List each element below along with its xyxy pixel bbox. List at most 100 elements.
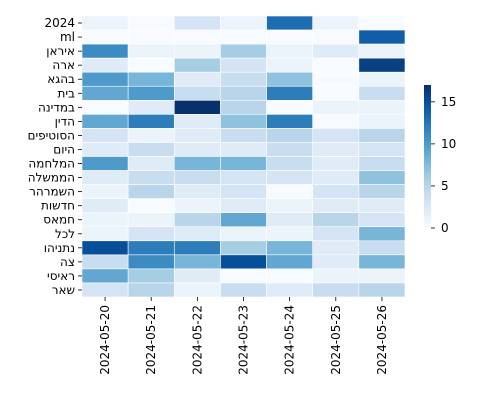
heatmap-cell [266, 57, 314, 73]
heatmap-cell [127, 43, 175, 59]
heatmap-cell [173, 15, 221, 31]
y-tick-label: לכל [55, 227, 75, 241]
heatmap-cell [358, 57, 406, 73]
heatmap-cell [312, 156, 360, 171]
heatmap-cell [266, 282, 314, 298]
heatmap-cell [127, 212, 175, 228]
heatmap-cell [312, 240, 360, 256]
heatmap-cell [358, 128, 406, 143]
heatmap-cell [127, 114, 175, 129]
y-tick-label: איראן [46, 44, 75, 58]
y-tick-label: בית [57, 86, 75, 100]
heatmap-cell [312, 71, 360, 87]
heatmap-cell [81, 85, 129, 101]
heatmap-cell [220, 85, 267, 101]
heatmap-cell [127, 170, 175, 185]
heatmap-cell [312, 198, 360, 213]
heatmap-cell [173, 71, 221, 87]
heatmap-cell [127, 156, 175, 171]
heatmap-cell [127, 85, 175, 101]
heatmap-cell [173, 100, 221, 115]
y-tick-label: במדינה [38, 100, 75, 114]
heatmap-cell [81, 15, 129, 31]
heatmap-cell [127, 100, 175, 115]
heatmap-cell [81, 212, 129, 228]
heatmap-cell [358, 198, 406, 213]
x-axis-labels: 2024-05-20 2024-05-21 2024-05-22 2024-05-23… [98, 297, 389, 375]
heatmap-cell [312, 15, 360, 31]
heatmap-cell [358, 43, 406, 59]
heatmap-cell [266, 156, 314, 171]
y-tick-label: שאר [52, 283, 75, 297]
heatmap-cell [266, 198, 314, 213]
heatmap-cell [358, 114, 406, 129]
heatmap-cell [81, 57, 129, 73]
heatmap-cell [312, 100, 360, 115]
y-tick-label: נתניהו [44, 241, 75, 255]
heatmap-cell [220, 128, 267, 143]
heatmap-cell [173, 43, 221, 59]
heatmap-cell [266, 226, 314, 242]
heatmap-cell [173, 254, 221, 270]
heatmap-cell [173, 114, 221, 129]
heatmap-cell [312, 254, 360, 270]
heatmap-cell [220, 100, 267, 115]
heatmap-cell [127, 71, 175, 87]
heatmap-cell [358, 85, 406, 101]
heatmap-cell [81, 170, 129, 185]
heatmap-cell [173, 57, 221, 73]
heatmap-cell [173, 184, 221, 199]
heatmap-cell [266, 71, 314, 87]
heatmap-cell [127, 142, 175, 157]
heatmap-cell [220, 254, 267, 270]
heatmap-cell [127, 268, 175, 284]
heatmap-cell [312, 85, 360, 101]
heatmap-cell [173, 156, 221, 171]
heatmap-cell [173, 268, 221, 284]
heatmap-cell [266, 85, 314, 101]
heatmap-cell [312, 128, 360, 143]
heatmap-cell [358, 240, 406, 256]
heatmap-cell [266, 142, 314, 157]
colorbar-tick-label: 0 [441, 221, 449, 235]
heatmap-cell [266, 128, 314, 143]
heatmap-cell [127, 29, 175, 45]
x-tick-label: 2024-05-21 [144, 305, 158, 375]
heatmap-cell [358, 71, 406, 87]
x-tick-label: 2024-05-23 [237, 305, 251, 375]
colorbar-tick-label: 15 [441, 95, 456, 109]
heatmap-cell [312, 212, 360, 228]
heatmap-cell [81, 128, 129, 143]
heatmap-cell [81, 156, 129, 171]
y-tick-label: ml [60, 30, 75, 44]
heatmap-cell [81, 254, 129, 270]
heatmap-cell [220, 156, 267, 171]
x-tick-label: 2024-05-22 [190, 305, 204, 375]
heatmap-cell [173, 198, 221, 213]
heatmap-cell [81, 142, 129, 157]
heatmap-cell [81, 268, 129, 284]
heatmap-cell [220, 29, 267, 45]
y-tick-label: 2024 [44, 16, 75, 30]
heatmap-cell [127, 254, 175, 270]
heatmap-cell [81, 226, 129, 242]
heatmap-cell [220, 71, 267, 87]
heatmap-cell [358, 170, 406, 185]
heatmap-cell [220, 142, 267, 157]
heatmap-cell [220, 114, 267, 129]
colorbar-tick-label: 5 [441, 179, 449, 193]
heatmap-cell [312, 43, 360, 59]
heatmap-cell [266, 114, 314, 129]
heatmap-cell [81, 198, 129, 213]
heatmap-cell [81, 100, 129, 115]
heatmap-cell [266, 184, 314, 199]
heatmap-cell [127, 184, 175, 199]
heatmap-cell [358, 282, 406, 298]
y-tick-label: ארה [52, 58, 75, 72]
heatmap-cell [312, 226, 360, 242]
x-tick-label: 2024-05-26 [375, 305, 389, 375]
heatmap-cell [312, 142, 360, 157]
heatmap-cell [81, 71, 129, 87]
heatmap-cell [312, 57, 360, 73]
heatmap-cell [81, 43, 129, 59]
